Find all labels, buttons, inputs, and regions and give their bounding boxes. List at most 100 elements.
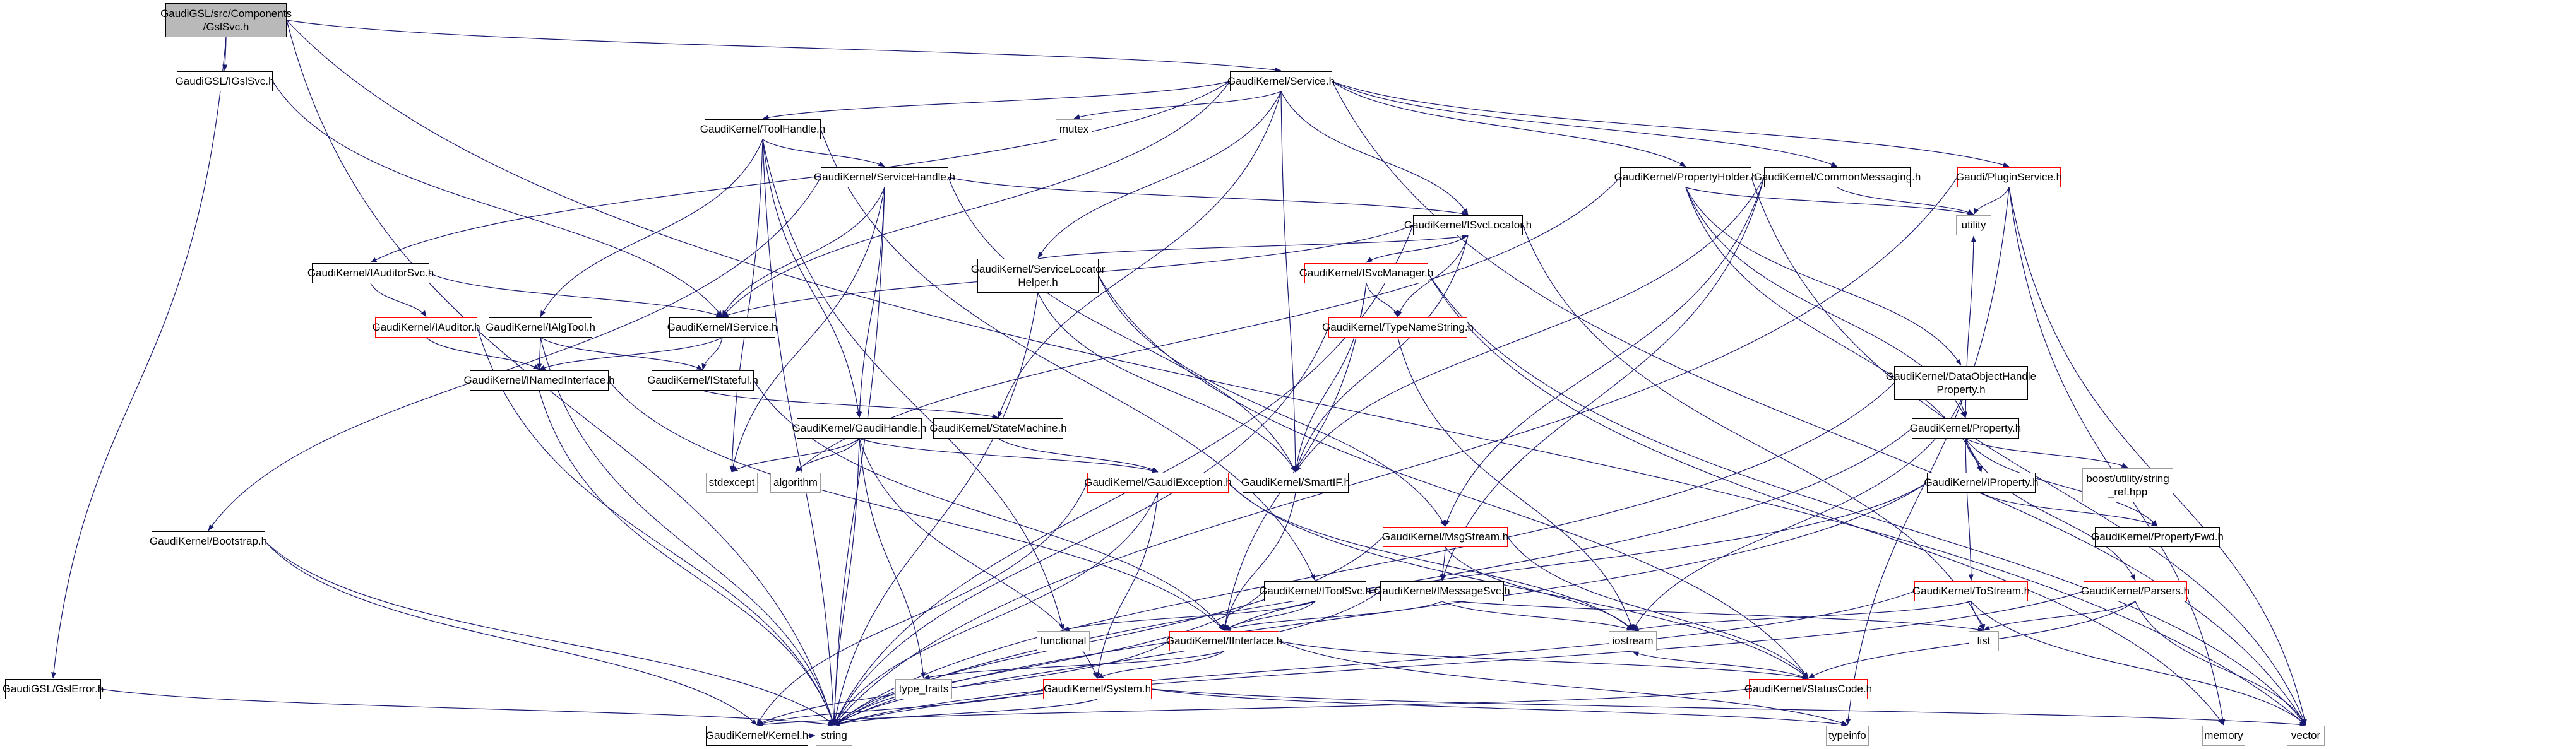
- graph-node-memory[interactable]: memory: [2202, 726, 2245, 746]
- graph-node-isvcmanager[interactable]: GaudiKernel/ISvcManager.h: [1299, 263, 1433, 283]
- graph-node-parsers[interactable]: GaudiKernel/Parsers.h: [2081, 581, 2190, 601]
- graph-node-vector[interactable]: vector: [2287, 726, 2325, 746]
- graph-node-iservice[interactable]: GaudiKernel/IService.h: [667, 317, 778, 338]
- graph-node-itoolsvc[interactable]: GaudiKernel/IToolSvc.h: [1259, 581, 1371, 601]
- graph-node-label: GaudiKernel/Property.h: [1909, 422, 2022, 435]
- graph-node-imessagesvc[interactable]: GaudiKernel/IMessageSvc.h: [1374, 581, 1510, 601]
- graph-node-label: list: [1977, 635, 1991, 647]
- include-edge-property-to-propertyfwd: [1965, 438, 2158, 527]
- graph-node-dohproperty[interactable]: GaudiKernel/DataObjectHandle Property.h: [1886, 366, 2036, 400]
- include-edge-service-to-toolhandle: [762, 81, 1231, 121]
- include-edge-gslsvc-to-service: [286, 20, 1282, 73]
- include-edge-isvclocator-to-typenamestring: [1397, 235, 1469, 317]
- include-edge-service-to-isvclocator: [1280, 91, 1469, 215]
- graph-node-istateful[interactable]: GaudiKernel/IStateful.h: [647, 370, 758, 391]
- include-edge-typenamestring-to-string: [833, 327, 1329, 726]
- graph-node-toolhandle[interactable]: GaudiKernel/ToolHandle.h: [700, 119, 825, 139]
- include-edge-gaudihandle-to-algorithm: [795, 438, 860, 473]
- graph-node-label: GaudiKernel/GaudiHandle.h: [792, 422, 927, 435]
- graph-node-propertyholder[interactable]: GaudiKernel/PropertyHolder.h: [1614, 167, 1757, 187]
- include-edge-inamedinterface-to-iinterface: [608, 380, 1225, 631]
- include-edge-statemachine-to-gaudiexception: [998, 438, 1159, 473]
- include-edge-isvcmanager-to-vector: [1428, 273, 2306, 726]
- include-edge-iproperty-to-iinterface: [1224, 482, 1928, 631]
- graph-node-iauditorsvc[interactable]: GaudiKernel/IAuditorSvc.h: [307, 263, 434, 283]
- graph-node-gslsvc: GaudiGSL/src/Components /GslSvc.h: [160, 3, 292, 37]
- graph-node-service[interactable]: GaudiKernel/Service.h: [1227, 71, 1335, 91]
- graph-node-ialgtool[interactable]: GaudiKernel/IAlgTool.h: [486, 317, 595, 338]
- graph-node-utility[interactable]: utility: [1956, 215, 1991, 235]
- include-edge-isvcmanager-to-memory: [1428, 273, 2224, 726]
- include-edge-dohproperty-to-iostream: [1632, 399, 1962, 631]
- include-edge-servicehandle-to-stdexcept: [730, 187, 885, 473]
- include-edge-gaudiexception-to-iostream: [1228, 482, 1633, 631]
- graph-node-system[interactable]: GaudiKernel/System.h: [1043, 679, 1152, 699]
- graph-node-typenamestring[interactable]: GaudiKernel/TypeNameString.h: [1322, 317, 1474, 338]
- graph-node-booststringref[interactable]: boost/utility/string _ref.hpp: [2082, 468, 2173, 502]
- include-edge-gslerror-to-string: [100, 688, 835, 727]
- include-edge-property-to-parsers: [1965, 438, 2136, 581]
- include-edge-servicehandle-to-smartif: [948, 177, 1296, 473]
- graph-node-label: GaudiKernel/Service.h: [1227, 75, 1335, 88]
- graph-node-algorithm[interactable]: algorithm: [770, 473, 821, 493]
- include-edge-dohproperty-to-string: [833, 382, 1895, 726]
- graph-node-pluginservice[interactable]: Gaudi/PluginService.h: [1956, 167, 2062, 187]
- graph-node-propertyfwd[interactable]: GaudiKernel/PropertyFwd.h: [2091, 527, 2224, 547]
- include-edge-iinterface-to-statuscode: [1279, 640, 1809, 680]
- graph-node-kernel[interactable]: GaudiKernel/Kernel.h: [706, 726, 808, 746]
- graph-node-label: GaudiKernel/StateMachine.h: [929, 422, 1067, 435]
- graph-node-label: GaudiKernel/ServiceHandle.h: [814, 171, 955, 184]
- graph-node-typeinfo[interactable]: typeinfo: [1826, 726, 1869, 746]
- graph-node-list[interactable]: list: [1969, 631, 1999, 651]
- graph-node-stdexcept[interactable]: stdexcept: [706, 473, 758, 493]
- graph-node-iauditor[interactable]: GaudiKernel/IAuditor.h: [372, 317, 480, 338]
- include-edge-service-to-mutex: [1073, 91, 1282, 119]
- include-edge-msgstream-to-imessagesvc: [1440, 546, 1446, 581]
- include-edge-gaudihandle-to-typetraits: [859, 438, 926, 679]
- graph-node-gslerror[interactable]: GaudiGSL/GslError.h: [3, 679, 104, 699]
- graph-node-smartif[interactable]: GaudiKernel/SmartIF.h: [1241, 473, 1350, 493]
- include-edge-smartif-to-iinterface: [1223, 492, 1296, 631]
- include-edge-itoolsvc-to-string: [833, 591, 1265, 726]
- include-edge-statuscode-to-iostream: [1632, 651, 1809, 680]
- graph-node-bootstrap[interactable]: GaudiKernel/Bootstrap.h: [150, 531, 267, 551]
- include-edge-propertyholder-to-utility: [1685, 187, 1974, 216]
- include-edge-property-to-tostream: [1965, 438, 1974, 581]
- include-edge-commonmessaging-to-smartif: [1295, 177, 1765, 473]
- include-edge-typenamestring-to-iostream: [1397, 337, 1633, 631]
- graph-node-iinterface[interactable]: GaudiKernel/IInterface.h: [1166, 631, 1282, 651]
- graph-node-tostream[interactable]: GaudiKernel/ToStream.h: [1912, 581, 2030, 601]
- graph-node-label: GaudiKernel/IService.h: [667, 321, 778, 334]
- graph-node-gaudiexception[interactable]: GaudiKernel/GaudiException.h: [1084, 473, 1232, 493]
- graph-node-label: GaudiKernel/Parsers.h: [2081, 585, 2190, 598]
- graph-node-isvclocator[interactable]: GaudiKernel/ISvcLocator.h: [1404, 215, 1532, 235]
- graph-node-typetraits[interactable]: type_traits: [895, 679, 952, 699]
- graph-node-label: GaudiGSL/src/Components /GslSvc.h: [160, 7, 292, 33]
- graph-node-property[interactable]: GaudiKernel/Property.h: [1909, 418, 2022, 439]
- graph-node-gaudihandle[interactable]: GaudiKernel/GaudiHandle.h: [792, 418, 926, 439]
- include-edge-servicelocatorhelper-to-msgstream: [1098, 275, 1446, 527]
- graph-node-inamedinterface[interactable]: GaudiKernel/INamedInterface.h: [463, 370, 615, 391]
- graph-node-label: type_traits: [898, 683, 949, 695]
- include-edge-inamedinterface-to-string: [539, 390, 835, 726]
- graph-node-servicehandle[interactable]: GaudiKernel/ServiceHandle.h: [814, 167, 955, 187]
- graph-node-iproperty[interactable]: GaudiKernel/IProperty.h: [1924, 473, 2039, 493]
- graph-node-commonmessaging[interactable]: GaudiKernel/CommonMessaging.h: [1754, 167, 1921, 187]
- graph-node-servicelocatorhelper[interactable]: GaudiKernel/ServiceLocator Helper.h: [971, 259, 1105, 293]
- graph-node-functional[interactable]: functional: [1037, 631, 1090, 651]
- graph-node-msgstream[interactable]: GaudiKernel/MsgStream.h: [1382, 527, 1508, 547]
- include-edge-pluginservice-to-vector: [2008, 187, 2307, 726]
- graph-node-statemachine[interactable]: GaudiKernel/StateMachine.h: [929, 418, 1067, 439]
- include-edge-gaudihandle-to-gaudiexception: [859, 438, 1159, 473]
- graph-node-string[interactable]: string: [816, 726, 852, 746]
- graph-node-statuscode[interactable]: GaudiKernel/StatusCode.h: [1744, 679, 1872, 699]
- include-edge-tostream-to-string: [833, 591, 1915, 726]
- graph-node-iostream[interactable]: iostream: [1609, 631, 1657, 651]
- include-edge-servicehandle-to-bootstrap: [208, 177, 821, 531]
- graph-node-mutex[interactable]: mutex: [1056, 119, 1092, 139]
- graph-node-igslsvc[interactable]: GaudiGSL/IGslSvc.h: [176, 71, 274, 91]
- include-edge-service-to-commonmessaging: [1332, 81, 1838, 167]
- graph-node-label: memory: [2204, 729, 2243, 742]
- include-edge-toolhandle-to-stdexcept: [729, 139, 763, 473]
- graph-node-label: GaudiKernel/StatusCode.h: [1744, 683, 1873, 695]
